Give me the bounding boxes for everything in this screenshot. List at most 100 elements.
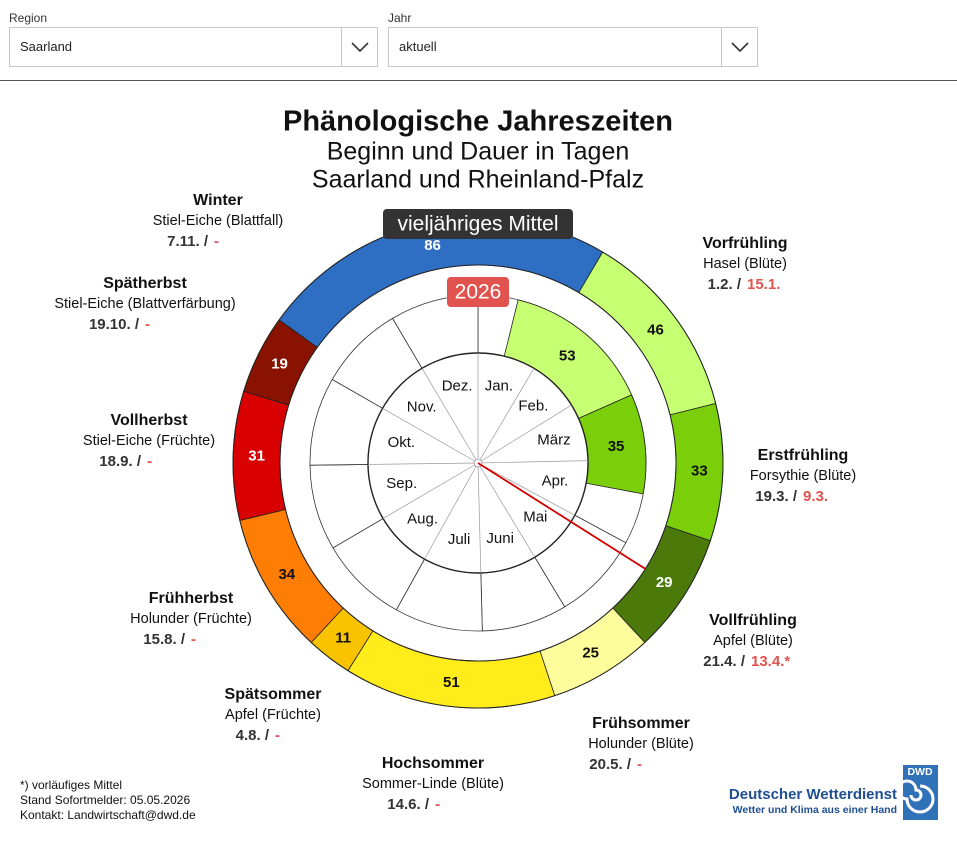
inner-ring-badge	[447, 277, 509, 307]
season-indicator: Stiel-Eiche (Blattfall)	[153, 213, 284, 229]
month-label: Mai	[523, 509, 547, 526]
year-dropdown-button[interactable]	[721, 28, 757, 66]
month-spoke	[477, 462, 575, 516]
outer-segment-label: 31	[248, 447, 265, 464]
season-current-start: -	[275, 727, 280, 744]
season-indicator: Holunder (Früchte)	[130, 611, 252, 627]
season-name: Erstfrühling	[758, 447, 849, 464]
outer-segment-label: 86	[424, 237, 441, 254]
season-indicator: Forsythie (Blüte)	[750, 468, 856, 484]
month-spoke	[477, 462, 482, 573]
month-label: Juni	[486, 530, 514, 547]
season-name: Hochsommer	[382, 755, 484, 772]
footnote: Stand Sofortmelder: 05.05.2026	[20, 793, 190, 807]
season-name: Spätsommer	[225, 686, 322, 703]
month-spoke	[382, 462, 479, 519]
outer-ring-badge-label: vieljähriges Mittel	[397, 213, 558, 236]
month-label: Jan.	[485, 378, 513, 395]
month-spoke	[477, 404, 572, 464]
outer-segment-label: 11	[335, 630, 351, 647]
season-annotation: Erstfrühling Forsythie (Blüte) 19.3. / 9.3.	[750, 447, 856, 505]
year-filter: Jahr aktuell	[388, 10, 758, 67]
outer-segment-label: 33	[691, 463, 708, 480]
current-segment-label: 53	[559, 347, 576, 364]
season-mean-start: 15.8. /	[143, 631, 186, 648]
outer-segment-label: 19	[271, 356, 288, 373]
year-label: Jahr	[388, 11, 412, 25]
season-annotation: Vorfrühling Hasel (Blüte) 1.2. / 15.1.	[702, 235, 787, 293]
season-name: Frühherbst	[149, 590, 234, 607]
season-current-start: -	[145, 316, 150, 333]
month-label: Apr.	[542, 473, 569, 490]
month-spoke	[477, 462, 536, 558]
season-current-start: -	[147, 453, 152, 470]
outer-segment-label: 46	[647, 321, 664, 338]
month-label: Nov.	[407, 398, 437, 415]
season-current-start: -	[435, 796, 440, 813]
outer-ring-badge	[383, 209, 573, 239]
season-mean-start: 21.4. /	[703, 653, 746, 670]
dwd-swirl-icon	[896, 779, 935, 814]
current-segment-label: 35	[608, 438, 625, 455]
season-indicator: Sommer-Linde (Blüte)	[362, 776, 504, 792]
season-current-start: 9.3.	[803, 488, 828, 505]
month-spoke	[477, 368, 535, 464]
region-filter: Region Saarland	[9, 10, 378, 67]
year-value: aktuell	[399, 39, 437, 54]
month-spoke	[382, 407, 479, 464]
season-annotation: Spätsommer Apfel (Früchte) 4.8. / -	[225, 686, 322, 744]
outer-segment	[347, 630, 556, 709]
season-mean-start: 14.6. /	[387, 796, 430, 813]
season-mean-start: 19.3. /	[755, 488, 798, 505]
month-label: Juli	[448, 531, 471, 548]
month-spoke	[477, 460, 588, 464]
chart-title: Phänologische Jahreszeiten	[283, 106, 673, 138]
season-mean-start: 7.11. /	[167, 233, 209, 250]
region-dropdown-button[interactable]	[341, 28, 377, 66]
dwd-logo-name: Deutscher Wetterdienst	[729, 786, 897, 803]
outer-segment-label: 29	[656, 574, 673, 591]
dwd-logo-badge: DWD	[907, 766, 932, 778]
season-mean-start: 1.2. /	[708, 276, 742, 293]
region-value: Saarland	[20, 39, 73, 54]
region-label: Region	[9, 11, 48, 25]
month-label: März	[537, 431, 570, 448]
season-indicator: Hasel (Blüte)	[703, 256, 787, 272]
season-indicator: Holunder (Blüte)	[588, 736, 694, 752]
season-name: Vorfrühling	[702, 235, 787, 252]
season-indicator: Stiel-Eiche (Blattverfärbung)	[54, 296, 235, 312]
season-name: Vollherbst	[110, 412, 188, 429]
dwd-logo-tagline: Wetter und Klima aus einer Hand	[733, 804, 897, 816]
region-select[interactable]: Saarland	[9, 27, 378, 67]
chevron-down-icon	[351, 42, 369, 53]
year-select[interactable]: aktuell	[388, 27, 758, 67]
month-spoke	[368, 462, 479, 465]
season-annotation: Hochsommer Sommer-Linde (Blüte) 14.6. / -	[362, 755, 504, 813]
outer-segment-label: 25	[582, 645, 599, 662]
outer-segment-label: 51	[443, 674, 460, 691]
month-label: Okt.	[388, 434, 416, 451]
season-name: Vollfrühling	[709, 612, 797, 629]
season-mean-start: 19.10. /	[89, 316, 140, 333]
season-name: Frühsommer	[592, 715, 690, 732]
month-label: Feb.	[518, 397, 548, 414]
current-date-pointer	[477, 462, 646, 570]
season-annotation: Vollherbst Stiel-Eiche (Früchte) 18.9. / -	[83, 412, 215, 470]
chart-subtitle-region: Saarland und Rheinland-Pfalz	[312, 166, 644, 194]
season-annotation: Spätherbst Stiel-Eiche (Blattverfärbung) 1…	[54, 275, 235, 333]
season-current-start: -	[214, 233, 219, 250]
season-name: Spätherbst	[103, 275, 187, 292]
month-label: Dez.	[442, 378, 473, 395]
season-current-start: 15.1.	[747, 276, 780, 293]
season-mean-start: 18.9. /	[99, 453, 142, 470]
season-mean-start: 4.8. /	[236, 727, 270, 744]
month-spoke	[424, 462, 479, 560]
footnote: Kontakt: Landwirtschaft@dwd.de	[20, 808, 196, 822]
season-indicator: Apfel (Blüte)	[713, 633, 793, 649]
season-mean-start: 20.5. /	[589, 756, 632, 773]
season-annotation: Frühsommer Holunder (Blüte) 20.5. / -	[588, 715, 694, 773]
season-current-start: 13.4.*	[751, 653, 790, 670]
season-indicator: Stiel-Eiche (Früchte)	[83, 433, 215, 449]
filter-bar: Region Saarland Jahr aktuell	[0, 0, 957, 81]
